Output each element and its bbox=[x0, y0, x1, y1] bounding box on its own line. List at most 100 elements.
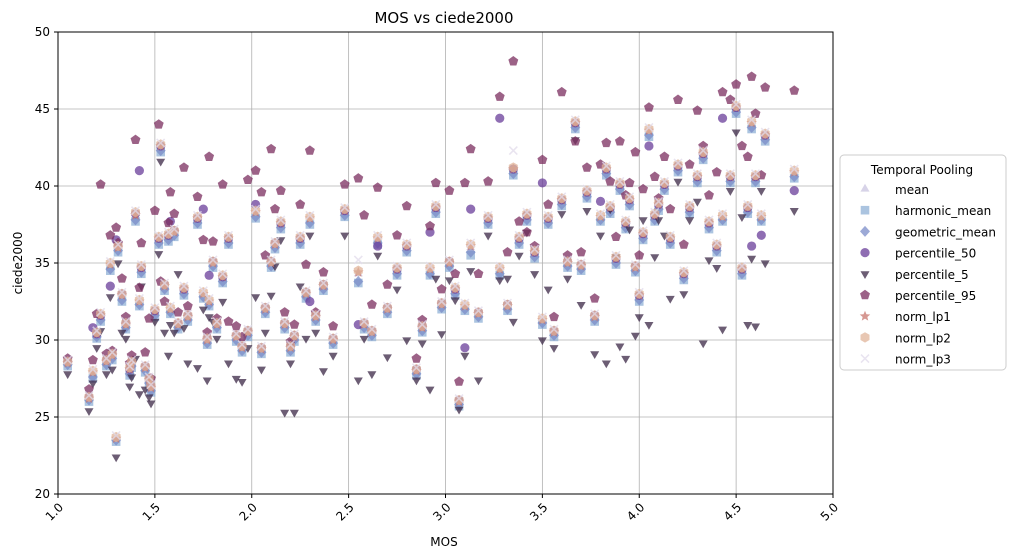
data-point bbox=[466, 204, 476, 214]
data-point bbox=[549, 311, 559, 322]
data-point bbox=[634, 250, 645, 260]
data-point bbox=[163, 227, 174, 237]
data-point bbox=[392, 230, 403, 240]
data-point bbox=[218, 298, 228, 307]
series-norm-lp3 bbox=[63, 99, 799, 441]
data-point bbox=[353, 265, 363, 276]
data-point bbox=[582, 184, 592, 194]
data-point bbox=[204, 151, 215, 161]
data-point bbox=[649, 171, 660, 181]
data-point bbox=[659, 151, 670, 161]
data-point bbox=[243, 324, 253, 334]
data-point bbox=[134, 294, 144, 306]
data-point bbox=[183, 310, 193, 321]
data-point bbox=[134, 282, 145, 292]
data-point bbox=[615, 176, 625, 186]
data-point bbox=[208, 256, 218, 267]
data-point bbox=[673, 159, 683, 170]
data-point bbox=[127, 374, 137, 383]
data-point bbox=[750, 169, 761, 179]
data-point bbox=[179, 325, 189, 333]
data-point bbox=[224, 360, 233, 369]
data-point bbox=[285, 340, 296, 350]
data-point bbox=[514, 252, 524, 261]
data-point bbox=[111, 454, 121, 463]
data-point bbox=[280, 316, 290, 327]
data-point bbox=[113, 239, 123, 250]
data-point bbox=[638, 227, 648, 238]
data-point bbox=[731, 79, 742, 89]
data-point bbox=[113, 260, 123, 269]
data-point bbox=[373, 231, 383, 243]
y-tick-label: 50 bbox=[35, 25, 50, 39]
legend-entry: percentile_5 bbox=[860, 268, 969, 282]
data-point bbox=[125, 383, 135, 392]
data-point bbox=[638, 226, 648, 236]
data-point bbox=[173, 317, 183, 329]
data-point bbox=[237, 340, 247, 352]
data-point bbox=[156, 158, 166, 167]
data-point bbox=[173, 307, 184, 317]
data-point bbox=[105, 257, 115, 269]
data-point bbox=[508, 318, 518, 327]
data-point bbox=[430, 177, 441, 188]
data-point bbox=[789, 165, 799, 176]
data-point bbox=[92, 326, 102, 336]
data-point bbox=[182, 300, 193, 311]
series-geometric-mean bbox=[62, 106, 800, 446]
data-point bbox=[198, 234, 209, 245]
data-point bbox=[130, 134, 141, 145]
data-point bbox=[212, 335, 222, 344]
data-point bbox=[549, 345, 559, 353]
data-point bbox=[116, 273, 127, 283]
data-point bbox=[704, 257, 714, 266]
data-point bbox=[459, 177, 470, 188]
data-point bbox=[563, 256, 573, 267]
data-point bbox=[737, 261, 747, 271]
data-point bbox=[431, 275, 441, 284]
data-point bbox=[304, 145, 315, 155]
data-point bbox=[460, 298, 470, 308]
data-point bbox=[401, 200, 412, 211]
data-point bbox=[84, 391, 94, 403]
data-point bbox=[256, 341, 267, 351]
data-point bbox=[570, 115, 580, 125]
data-point bbox=[611, 250, 621, 260]
data-point bbox=[107, 347, 117, 357]
data-point bbox=[101, 354, 111, 366]
data-point bbox=[605, 176, 616, 186]
data-point bbox=[411, 377, 421, 386]
data-point bbox=[698, 146, 708, 158]
data-point bbox=[305, 232, 315, 241]
data-point bbox=[305, 211, 315, 222]
data-point bbox=[87, 354, 98, 365]
data-point bbox=[193, 365, 202, 373]
data-point bbox=[717, 209, 728, 219]
legend-label: mean bbox=[895, 183, 929, 197]
data-point bbox=[644, 122, 654, 133]
data-point bbox=[130, 206, 141, 216]
data-point bbox=[144, 313, 155, 323]
data-point bbox=[621, 216, 631, 227]
data-point bbox=[473, 306, 484, 316]
data-point bbox=[231, 329, 241, 339]
data-point bbox=[685, 199, 695, 210]
data-point bbox=[367, 325, 377, 336]
data-point bbox=[483, 210, 493, 220]
data-point bbox=[260, 302, 270, 313]
data-point bbox=[359, 335, 369, 344]
data-point bbox=[712, 239, 722, 250]
data-point bbox=[436, 283, 447, 294]
data-point bbox=[84, 408, 94, 417]
data-point bbox=[760, 82, 771, 92]
data-point bbox=[718, 326, 728, 335]
series-percentile-50 bbox=[63, 102, 799, 405]
data-point bbox=[743, 199, 753, 210]
data-point bbox=[146, 380, 156, 390]
data-point bbox=[173, 271, 183, 279]
data-point bbox=[450, 268, 461, 278]
data-point bbox=[266, 256, 276, 267]
legend-entry: mean bbox=[860, 183, 929, 197]
data-point bbox=[789, 186, 799, 196]
data-point bbox=[537, 154, 548, 165]
